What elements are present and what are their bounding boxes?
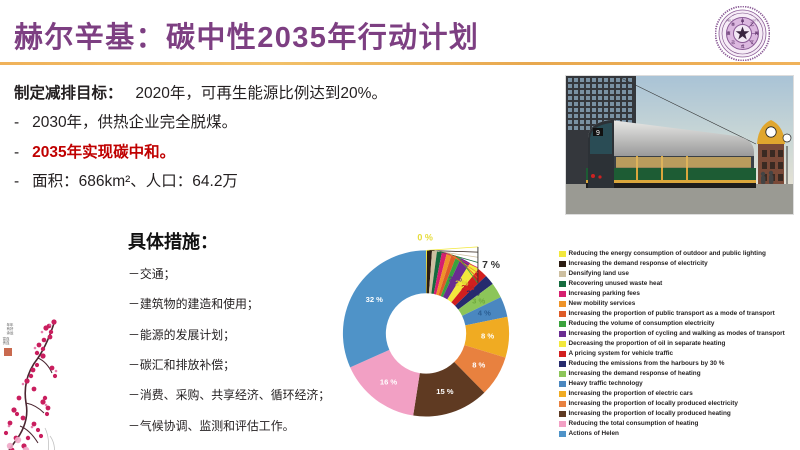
- svg-text:7 %: 7 %: [482, 260, 500, 271]
- svg-text:辛: 辛: [731, 22, 735, 27]
- svg-text:余运: 余运: [7, 330, 14, 335]
- svg-text:丁: 丁: [750, 40, 754, 45]
- svg-text:4 %: 4 %: [478, 309, 491, 318]
- svg-text:8 %: 8 %: [481, 331, 494, 340]
- svg-text:16 %: 16 %: [380, 377, 398, 386]
- svg-text:32 %: 32 %: [366, 295, 384, 304]
- svg-text:丙: 丙: [755, 31, 759, 36]
- svg-text:8 %: 8 %: [472, 360, 485, 369]
- svg-text:贵连: 贵连: [3, 340, 10, 345]
- svg-text:庚: 庚: [727, 31, 731, 36]
- svg-text:戊: 戊: [741, 44, 745, 49]
- svg-text:乙: 乙: [750, 22, 754, 27]
- svg-text:己: 己: [731, 40, 735, 45]
- svg-text:0 %: 0 %: [417, 233, 433, 243]
- svg-text:9: 9: [596, 130, 600, 137]
- svg-text:甲: 甲: [741, 19, 745, 24]
- svg-text:3 %: 3 %: [472, 296, 485, 305]
- svg-text:15 %: 15 %: [436, 387, 454, 396]
